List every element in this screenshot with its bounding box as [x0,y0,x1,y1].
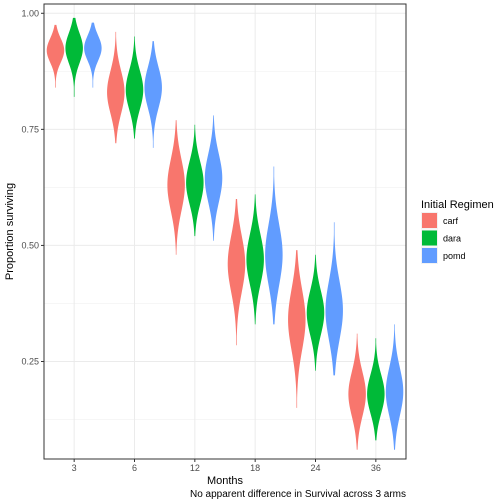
x-tick-label: 24 [310,463,320,473]
y-tick-label: 0.50 [21,240,39,250]
x-tick-label: 36 [371,463,381,473]
legend: Initial Regimen carf dara pomd [421,199,494,264]
violin-carf-12 [167,120,185,255]
y-tick-label: 1.00 [21,8,39,18]
x-tick-label: 3 [72,463,77,473]
violin-dara-36 [367,338,385,441]
violin-pomd-36 [385,324,404,450]
x-axis-title: Months [207,475,244,487]
panel-border [43,3,407,460]
violin-dara-18 [246,194,264,325]
chart-caption: No apparent difference in Survival acros… [190,489,406,500]
violin-dara-12 [186,124,204,237]
y-axis-title: Proportion surviving [4,183,16,280]
legend-title: Initial Regimen [421,199,494,211]
legend-swatch-carf [422,213,437,228]
x-tick-label: 12 [190,463,200,473]
violin-carf-18 [227,199,246,346]
y-tick-label: 0.25 [21,357,39,367]
violin-pomd-12 [204,115,223,241]
violin-carf-3 [46,24,65,88]
legend-label-dara: dara [443,234,461,244]
violin-dara-3 [65,17,83,97]
violin-dara-24 [306,254,325,371]
violins [46,17,404,450]
legend-label-carf: carf [443,216,459,226]
violin-carf-24 [288,250,306,408]
y-tick-label: 0.75 [21,124,39,134]
violin-carf-36 [348,333,366,450]
violin-pomd-6 [144,41,162,148]
axes: 0.250.500.751.003 6 12 18 24 36 [21,8,380,473]
violin-dara-6 [125,36,144,139]
violin-pomd-24 [325,222,343,376]
violin-pomd-18 [265,166,283,325]
violin-pomd-3 [84,22,102,88]
legend-swatch-dara [422,230,437,246]
legend-swatch-pomd [422,248,437,263]
x-tick-label: 18 [250,463,260,473]
violin-carf-6 [107,31,125,144]
x-tick-label: 6 [132,463,137,473]
legend-label-pomd: pomd [443,251,466,261]
